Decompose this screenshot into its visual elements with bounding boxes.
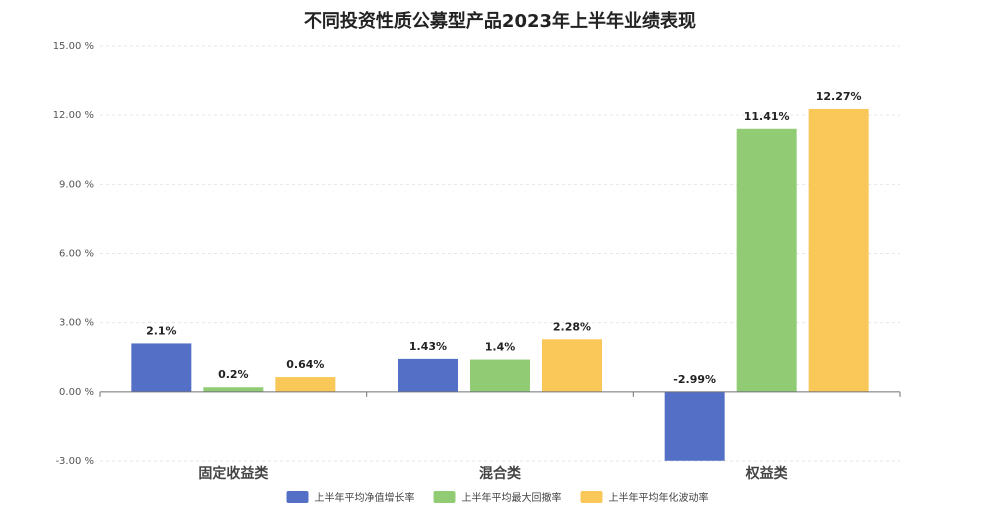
- y-tick-label: 6.00 %: [59, 249, 94, 260]
- y-tick-label: 3.00 %: [59, 318, 94, 329]
- y-tick-label: -3.00 %: [55, 456, 94, 467]
- data-label: 12.27%: [816, 90, 862, 103]
- x-axis: 固定收益类 混合类 权益类: [99, 391, 901, 482]
- data-label: 2.1%: [146, 324, 177, 337]
- bar-0-1[interactable]: [203, 387, 264, 392]
- x-category-label: 固定收益类: [198, 465, 269, 482]
- chart-title: 不同投资性质公募型产品2023年上半年业绩表现: [304, 10, 696, 32]
- legend-label: 上半年平均净值增长率: [315, 491, 415, 504]
- data-label: 1.43%: [409, 340, 447, 353]
- legend-item-1[interactable]: 上半年平均最大回撤率: [433, 491, 562, 504]
- data-label: 2.28%: [553, 320, 591, 333]
- x-category-label: 混合类: [479, 465, 522, 482]
- legend[interactable]: 上半年平均净值增长率 上半年平均最大回撤率 上半年平均年化波动率: [286, 491, 709, 504]
- bar-1-1[interactable]: [470, 359, 530, 392]
- data-labels: 2.1% 1.43% -2.99% 0.2% 1.4% 11.41% 0.64% 2.28% 1…: [146, 90, 862, 386]
- data-label: 1.4%: [485, 341, 516, 354]
- y-axis-ticks: -3.00 % 0.00 % 3.00 % 6.00 % 9.00 % 12.00 % 15…: [53, 41, 94, 467]
- bar-2-1[interactable]: [736, 128, 797, 392]
- bar-1-2[interactable]: [542, 339, 602, 392]
- y-tick-label: 9.00 %: [59, 179, 94, 190]
- bar-0-2[interactable]: [275, 377, 336, 392]
- legend-swatch: [580, 491, 603, 503]
- data-label: 0.2%: [218, 368, 249, 381]
- bar-1-0[interactable]: [398, 358, 458, 392]
- legend-swatch: [433, 491, 456, 503]
- y-tick-label: 12.00 %: [53, 110, 94, 121]
- legend-label: 上半年平均年化波动率: [609, 491, 709, 504]
- bar-0-0[interactable]: [131, 343, 192, 392]
- legend-label: 上半年平均最大回撤率: [462, 491, 562, 504]
- y-tick-label: 15.00 %: [53, 41, 94, 52]
- data-label: 0.64%: [286, 358, 324, 371]
- x-category-label: 权益类: [745, 465, 789, 482]
- bars: [131, 108, 869, 461]
- legend-item-2[interactable]: 上半年平均年化波动率: [580, 491, 709, 504]
- data-label: 11.41%: [744, 110, 790, 123]
- legend-item-0[interactable]: 上半年平均净值增长率: [286, 491, 415, 504]
- legend-swatch: [286, 491, 309, 503]
- bar-2-2[interactable]: [808, 108, 869, 392]
- data-label: -2.99%: [673, 373, 716, 386]
- y-tick-label: 0.00 %: [59, 387, 94, 398]
- bar-2-0[interactable]: [664, 391, 725, 461]
